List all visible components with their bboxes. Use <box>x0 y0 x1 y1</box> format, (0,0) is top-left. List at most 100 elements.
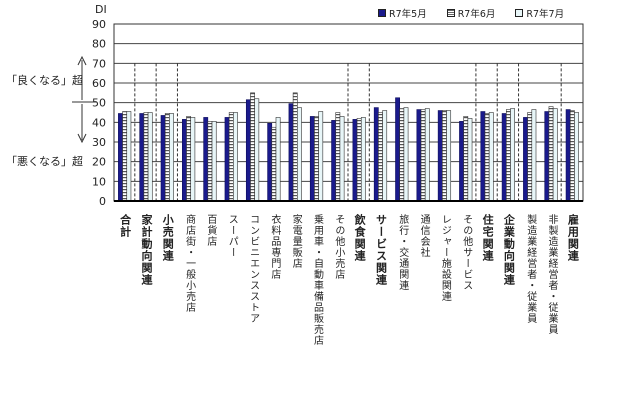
legend-item-july: R7年7月 <box>515 6 564 20</box>
bar <box>501 113 507 202</box>
y-axis-ticks: 0 10 20 30 40 50 60 70 80 90 <box>92 18 106 208</box>
x-axis-label: 雇用関連 <box>566 214 580 262</box>
bar <box>339 116 345 202</box>
bar <box>574 112 579 202</box>
arrow-down-icon <box>77 133 87 144</box>
bar <box>228 112 234 202</box>
legend-item-may: R7年5月 <box>378 6 427 20</box>
bar <box>331 120 337 202</box>
bar <box>224 117 230 202</box>
x-axis-label: 商店街・一般小売店 <box>183 214 195 313</box>
bar <box>382 110 388 202</box>
legend-swatch-icon <box>378 9 386 17</box>
y-tick-label: 70 <box>92 57 106 70</box>
side-annotations <box>72 55 96 144</box>
bar <box>271 126 277 202</box>
legend-label: R7年7月 <box>526 9 565 20</box>
x-axis-label: 通信会社 <box>418 214 430 258</box>
x-axis-label: 小売関連 <box>161 214 175 262</box>
bar <box>147 112 153 202</box>
bar <box>250 92 255 202</box>
x-axis-label: 衣料品専門店 <box>268 214 280 280</box>
bar <box>182 119 187 202</box>
legend-label: R7年6月 <box>457 9 496 20</box>
x-axis-label: 企業動向関連 <box>502 214 516 286</box>
bar <box>437 110 443 202</box>
bar <box>356 118 362 202</box>
legend-label: R7年5月 <box>389 9 427 20</box>
bar <box>352 119 358 202</box>
x-axis-label: 百貨店 <box>204 214 216 247</box>
bar <box>510 108 515 202</box>
bar <box>416 109 422 202</box>
axes <box>113 23 584 202</box>
bar <box>275 117 281 202</box>
x-axis-label: スーパー <box>226 214 238 258</box>
bar <box>399 108 405 202</box>
y-tick-label: 90 <box>92 18 106 31</box>
arrow-up-icon <box>77 55 87 66</box>
bar <box>297 107 302 202</box>
upper-note: 「良くなる」超 <box>6 74 83 87</box>
bar <box>143 112 149 202</box>
bar <box>122 111 128 202</box>
x-axis-label: 乗用車・自動車備品販売店 <box>311 214 323 346</box>
bar <box>118 113 123 202</box>
bar <box>245 99 251 202</box>
bar <box>548 106 554 202</box>
bar <box>484 113 490 202</box>
x-axis-label: 旅行・交通関連 <box>396 214 408 291</box>
legend-item-june: R7年6月 <box>446 6 496 20</box>
x-axis-label: レジャー施設関連 <box>439 214 451 302</box>
bar <box>314 116 319 202</box>
legend: R7年5月 R7年6月 R7年7月 <box>378 6 564 20</box>
bar <box>211 121 217 202</box>
bar <box>424 108 430 202</box>
bar <box>463 116 469 202</box>
y-tick-label: 0 <box>99 195 106 208</box>
x-axis-label: 住宅関連 <box>481 214 495 262</box>
bar <box>309 116 315 202</box>
y-tick-label: 30 <box>92 136 106 149</box>
bar <box>480 111 486 202</box>
bar <box>569 110 575 202</box>
bar <box>203 117 209 202</box>
bar <box>378 112 383 202</box>
bar <box>186 116 192 202</box>
bar <box>267 123 273 202</box>
x-axis-label: 飲食関連 <box>353 214 367 262</box>
bar <box>318 111 324 202</box>
bar <box>207 121 213 202</box>
legend-swatch-icon <box>515 9 524 17</box>
x-axis-label: 家計動向関連 <box>139 214 153 286</box>
bar <box>288 103 294 202</box>
bar <box>395 97 400 202</box>
group-separators <box>134 63 562 201</box>
bar <box>373 107 379 202</box>
x-axis-label: その他サービス <box>460 214 472 291</box>
bar <box>233 112 238 202</box>
x-axis-label: 製造業経営者・従業員 <box>524 214 536 324</box>
bar <box>527 112 533 202</box>
bar <box>169 113 174 202</box>
x-axis-label: サービス関連 <box>374 214 388 286</box>
x-axis-label: その他小売店 <box>332 214 344 280</box>
legend-swatch-icon <box>446 9 455 17</box>
x-axis-label: 家電量販店 <box>290 214 302 269</box>
bar <box>446 110 452 202</box>
y-tick-label: 20 <box>92 156 106 169</box>
bar <box>442 110 447 202</box>
y-tick-label: 60 <box>92 77 106 90</box>
bar <box>505 109 511 202</box>
y-tick-label: 10 <box>92 175 106 188</box>
bar <box>531 109 537 202</box>
bar <box>420 109 426 202</box>
lower-note: 「悪くなる」超 <box>6 155 83 168</box>
x-axis-label: コンビニエンスストア <box>247 214 259 324</box>
bar <box>565 109 571 202</box>
bar <box>544 111 550 202</box>
bar <box>360 117 366 202</box>
bar <box>126 111 132 202</box>
bar <box>190 117 196 202</box>
bar <box>335 112 341 202</box>
